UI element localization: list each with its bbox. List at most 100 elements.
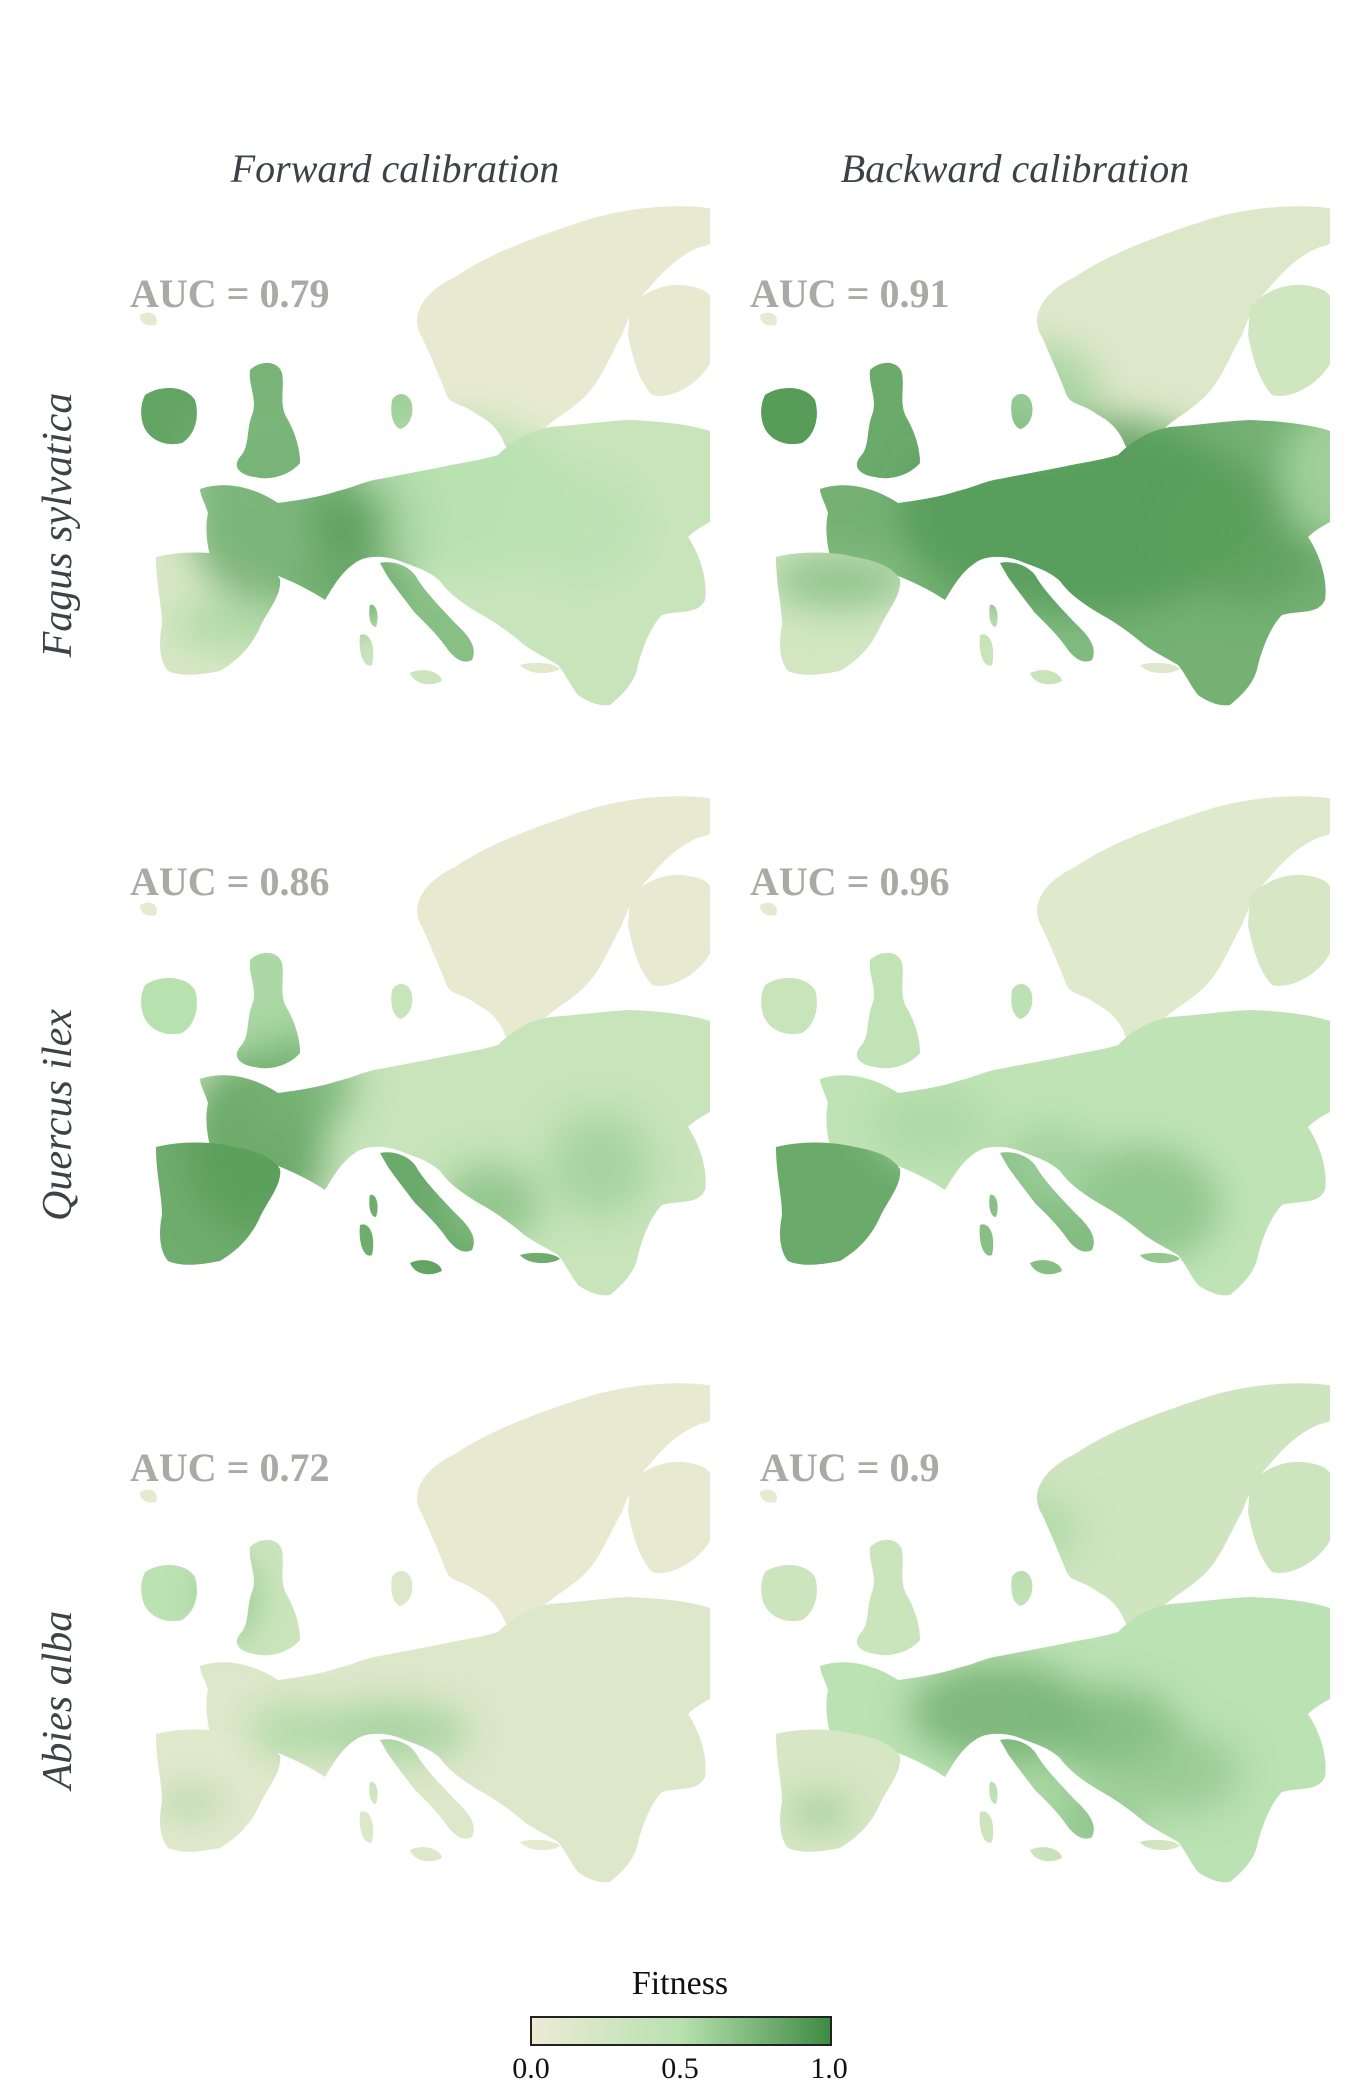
land-sardinia [979, 634, 994, 666]
land-iberia [776, 1142, 901, 1265]
map-panel-abies-forward: AUC = 0.72 [130, 1372, 710, 1932]
fitness-hotspot [940, 1492, 1080, 1572]
fitness-hotspot [310, 485, 390, 565]
legend-tick-low: 0.0 [512, 2052, 550, 2085]
fitness-hotspot [1280, 405, 1330, 545]
land-crete [520, 1252, 560, 1264]
land-sicily [1030, 670, 1062, 685]
land-denmark [391, 1570, 413, 1606]
land-iceland-edge [760, 312, 777, 326]
land-italy [380, 562, 474, 662]
land-ireland [761, 1565, 817, 1622]
land-corsica [369, 1781, 378, 1804]
legend-colorbar [530, 2016, 832, 2046]
land-ireland [141, 1565, 197, 1622]
map-panel-quercus-forward: AUC = 0.86 [130, 785, 710, 1345]
land-corsica [989, 604, 998, 627]
europe-map [140, 206, 710, 706]
land-scandinavia [417, 206, 710, 454]
land-finland [1248, 285, 1330, 396]
legend-title: Fitness [631, 1965, 729, 2002]
land-corsica [989, 1194, 998, 1217]
land-sardinia [359, 1811, 374, 1843]
fitness-hotspot [1120, 1732, 1240, 1812]
land-scandinavia [1037, 796, 1330, 1044]
land-sardinia [359, 1224, 374, 1256]
land-scandinavia [1037, 1383, 1330, 1631]
land-mainland [200, 1010, 710, 1296]
europe-map [760, 206, 1330, 706]
land-denmark [391, 983, 413, 1019]
land-finland [1248, 1462, 1330, 1573]
column-title-forward: Forward calibration [230, 146, 560, 191]
land-italy [380, 1739, 474, 1839]
fitness-hotspot [205, 1557, 255, 1637]
land-crete [520, 1839, 560, 1851]
land-iceland-edge [140, 902, 157, 916]
land-iceland-edge [760, 902, 777, 916]
land-denmark [391, 393, 413, 429]
auc-label: AUC = 0.9 [760, 1445, 940, 1490]
land-britain [856, 362, 920, 479]
land-ireland [141, 388, 197, 445]
fitness-hotspot [870, 1085, 990, 1165]
map-panel-quercus-backward: AUC = 0.96 [750, 785, 1330, 1345]
fitness-hotspot [310, 1702, 470, 1762]
land-sicily [410, 670, 442, 685]
auc-label: AUC = 0.79 [130, 271, 330, 316]
land-corsica [369, 1194, 378, 1217]
fitness-hotspot [980, 345, 1100, 445]
land-crete [1140, 662, 1180, 674]
fitness-hotspot [790, 1798, 850, 1826]
land-sardinia [979, 1811, 994, 1843]
europe-map [760, 796, 1330, 1296]
auc-label: AUC = 0.72 [130, 1445, 330, 1490]
fitness-hotspot [1000, 1125, 1100, 1205]
fitness-hotspot [550, 1115, 650, 1215]
land-iceland-edge [140, 312, 157, 326]
fitness-hotspot [770, 550, 910, 610]
fitness-hotspot [245, 1035, 355, 1135]
land-sicily [1030, 1847, 1062, 1862]
land-denmark [1011, 983, 1033, 1019]
land-ireland [761, 978, 817, 1035]
fitness-hotspot [440, 1165, 540, 1245]
fitness-hotspot [510, 465, 650, 585]
legend-tick-mid: 0.5 [661, 2052, 699, 2085]
land-corsica [989, 1781, 998, 1804]
land-scandinavia [417, 796, 710, 1044]
land-finland [1248, 875, 1330, 986]
land-finland [628, 285, 710, 396]
land-britain [856, 1539, 920, 1656]
fitness-hotspot [250, 1702, 330, 1762]
land-britain [236, 1539, 300, 1656]
land-sicily [410, 1847, 442, 1862]
land-iceland-edge [140, 1489, 157, 1503]
land-crete [520, 662, 560, 674]
land-sardinia [359, 634, 374, 666]
land-sicily [1030, 1260, 1062, 1275]
land-finland [628, 1462, 710, 1573]
fitness-hotspot [1060, 1792, 1140, 1852]
auc-label: AUC = 0.91 [750, 271, 950, 316]
fitness-hotspot [155, 1790, 225, 1814]
land-iberia [776, 1729, 901, 1852]
land-britain [856, 952, 920, 1069]
auc-label: AUC = 0.96 [750, 859, 950, 904]
land-finland [628, 875, 710, 986]
land-sardinia [979, 1224, 994, 1256]
europe-map [140, 796, 710, 1296]
land-ireland [761, 388, 817, 445]
land-denmark [1011, 1570, 1033, 1606]
land-ireland [141, 978, 197, 1035]
legend-tick-high: 1.0 [810, 2052, 848, 2085]
land-scandinavia [417, 1383, 710, 1631]
fitness-hotspot [275, 569, 395, 629]
land-iberia [156, 1729, 281, 1852]
auc-label: AUC = 0.86 [130, 859, 330, 904]
europe-map [140, 1383, 710, 1883]
map-panel-fagus-forward: AUC = 0.79 [130, 195, 710, 755]
europe-map [760, 1383, 1330, 1883]
map-panel-fagus-backward: AUC = 0.91 [750, 195, 1330, 755]
land-sicily [410, 1260, 442, 1275]
